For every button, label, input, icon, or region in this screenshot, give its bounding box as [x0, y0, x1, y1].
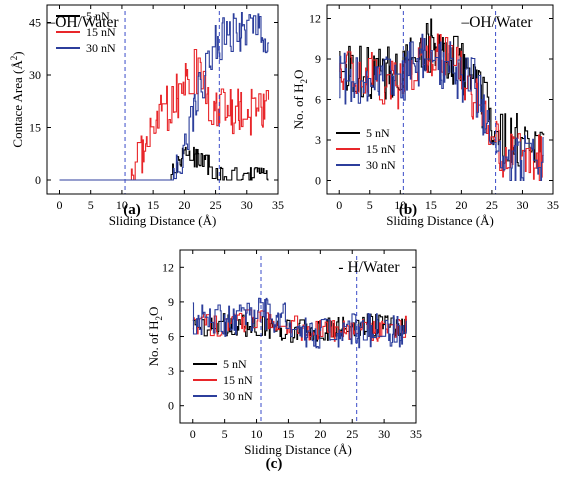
- x-tick-label: 25: [346, 427, 358, 441]
- panel-label: (b): [399, 202, 417, 218]
- y-tick-label: 9: [168, 295, 174, 309]
- y-tick-label: 0: [35, 173, 41, 187]
- legend-label: 5 nN: [223, 357, 247, 371]
- x-tick-label: 35: [547, 198, 559, 212]
- series-line-15nn: [59, 48, 270, 181]
- panel-title: –OH/Water: [46, 14, 119, 31]
- y-tick-label: 0: [168, 399, 174, 413]
- y-tick-label: 12: [309, 12, 321, 26]
- y-axis-label: Contace Area (Å2): [9, 51, 25, 147]
- panel-label: (a): [123, 202, 141, 218]
- x-tick-label: 30: [241, 198, 253, 212]
- x-tick-label: 10: [394, 198, 406, 212]
- panel-title: –OH/Water: [460, 14, 533, 31]
- y-tick-label: 30: [29, 68, 41, 82]
- legend: 5 nN 15 nN 30 nN: [336, 126, 396, 172]
- panel-title: - H/Water: [338, 259, 400, 276]
- x-tick-label: 20: [455, 198, 467, 212]
- x-tick-label: 15: [425, 198, 437, 212]
- series-line-5nn: [192, 313, 407, 343]
- legend: 5 nN 15 nN 30 nN: [56, 9, 116, 55]
- x-tick-label: 20: [178, 198, 190, 212]
- y-tick-label: 15: [29, 121, 41, 135]
- y-tick-label: 3: [315, 133, 321, 147]
- series-line-30nn: [339, 33, 544, 182]
- legend-label: 30 nN: [223, 389, 253, 403]
- legend-label: 30 nN: [86, 41, 116, 55]
- y-axis-label: No. of H2O: [146, 307, 164, 367]
- y-axis-label: No. of H2O: [291, 70, 309, 130]
- series-line-15nn: [339, 33, 544, 182]
- x-tick-label: 0: [336, 198, 342, 212]
- chart-panel-a: 0 5 10 15 20 25 30 35 0 15 30 45 Sliding Distance (Å…: [9, 4, 284, 228]
- legend: 5 nN 15 nN 30 nN: [193, 357, 253, 403]
- series-line-5nn: [59, 146, 269, 181]
- plot-frame: [46, 4, 279, 195]
- x-tick-label: 35: [410, 427, 422, 441]
- chart-panel-b: 0 5 10 15 20 25 30 35 0 3 6 9 12 Sliding Distance (Å)…: [291, 4, 559, 228]
- x-tick-label: 15: [282, 427, 294, 441]
- legend-label: 5 nN: [86, 9, 110, 23]
- x-tick-label: 30: [378, 427, 390, 441]
- x-tick-label: 5: [222, 427, 228, 441]
- x-axis-label: Sliding Distance (Å): [386, 213, 494, 228]
- y-tick-label: 45: [29, 16, 41, 30]
- x-tick-label: 5: [367, 198, 373, 212]
- plot-area: [339, 18, 545, 182]
- series-line-30nn: [59, 12, 270, 181]
- plot-area: [59, 12, 270, 181]
- plot-area: [192, 297, 407, 349]
- panel-label: (c): [266, 456, 283, 472]
- y-tick-label: 9: [315, 52, 321, 66]
- x-axis-label: Sliding Distance (Å): [109, 213, 217, 228]
- x-tick-label: 25: [210, 198, 222, 212]
- x-tick-label: 30: [516, 198, 528, 212]
- chart-panel-c: 0 5 10 15 20 25 30 35 0 3 6 9 12 Sliding Distance (Å)…: [146, 249, 422, 472]
- legend-label: 15 nN: [366, 142, 396, 156]
- x-tick-label: 10: [251, 427, 263, 441]
- y-tick-label: 0: [315, 174, 321, 188]
- legend-label: 5 nN: [366, 126, 390, 140]
- legend-label: 15 nN: [86, 25, 116, 39]
- y-tick-label: 3: [168, 364, 174, 378]
- y-tick-label: 6: [315, 93, 321, 107]
- x-tick-label: 0: [56, 198, 62, 212]
- x-tick-label: 20: [314, 427, 326, 441]
- legend-label: 15 nN: [223, 373, 253, 387]
- legend-label: 30 nN: [366, 158, 396, 172]
- series-line-30nn: [192, 297, 407, 349]
- y-tick-label: 6: [168, 330, 174, 344]
- x-tick-label: 25: [486, 198, 498, 212]
- x-tick-label: 10: [116, 198, 128, 212]
- x-axis-label: Sliding Distance (Å): [244, 442, 352, 457]
- x-tick-label: 0: [190, 427, 196, 441]
- series-line-5nn: [339, 18, 545, 167]
- y-tick-label: 12: [162, 260, 174, 274]
- x-tick-label: 5: [88, 198, 94, 212]
- x-tick-label: 35: [272, 198, 284, 212]
- x-tick-label: 15: [147, 198, 159, 212]
